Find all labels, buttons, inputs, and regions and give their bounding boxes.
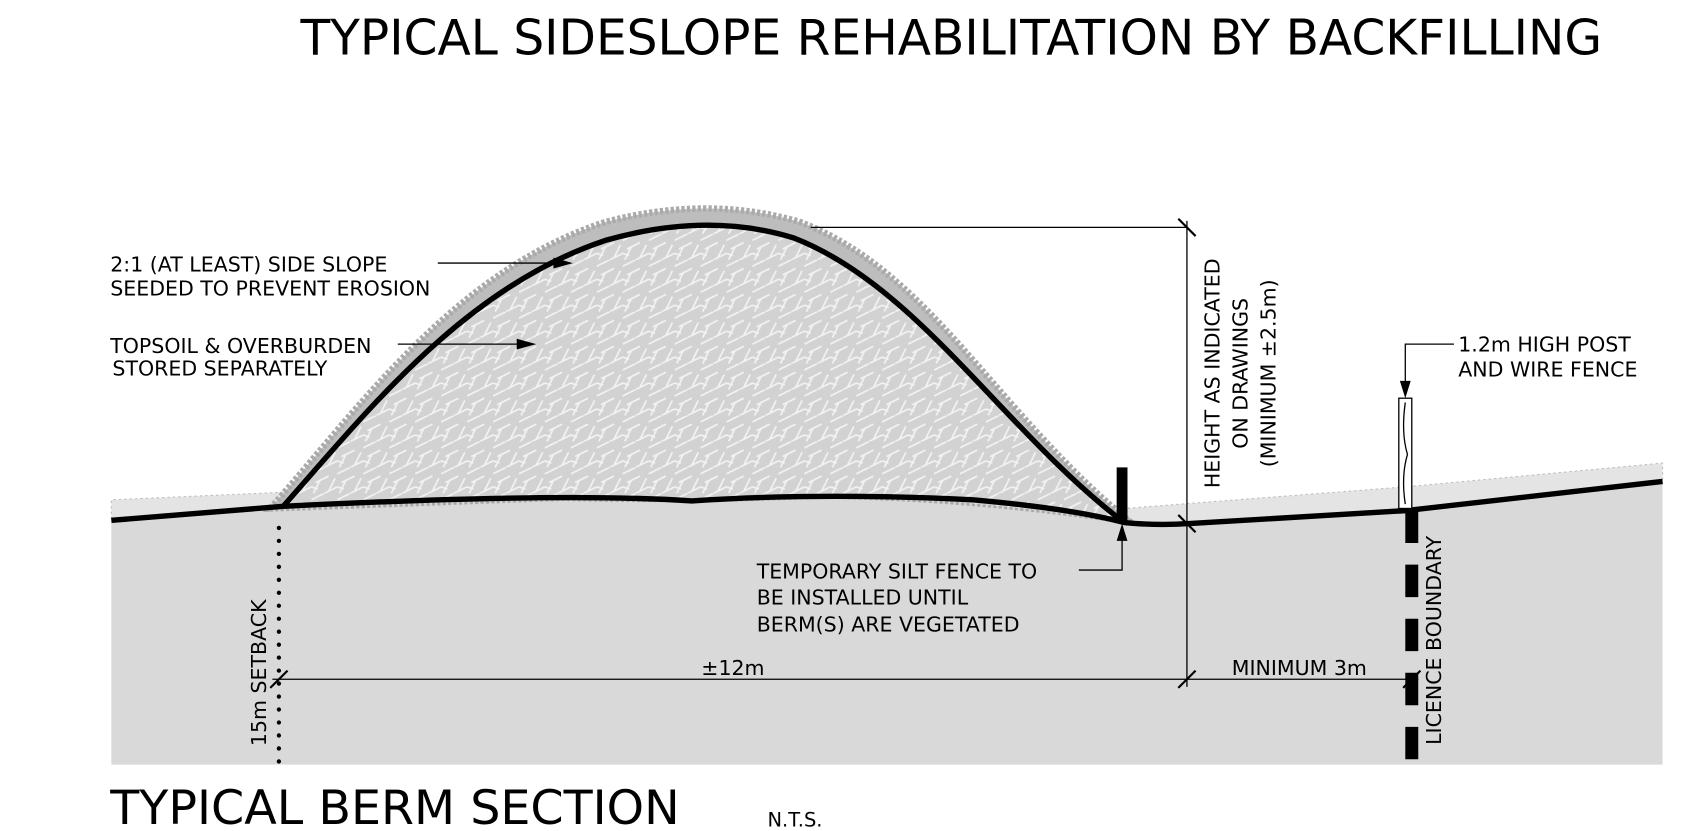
label: MINIMUM 3m xyxy=(1232,656,1367,680)
footer-note: N.T.S. xyxy=(768,808,823,831)
arrow xyxy=(1116,523,1128,541)
leader xyxy=(1078,530,1123,571)
post-grain xyxy=(1402,402,1409,505)
ground-line xyxy=(111,478,1663,528)
berm xyxy=(283,225,1125,523)
label: BERM(S) ARE VEGETATED xyxy=(757,613,1020,637)
label: (MINIMUM ±2.5m) xyxy=(1257,279,1281,467)
berm-outline xyxy=(281,222,1126,525)
leader xyxy=(1404,343,1454,392)
label: ±12m xyxy=(701,656,764,680)
label: TOPSOIL & OVERBURDEN xyxy=(109,334,371,358)
silt-fence xyxy=(1116,467,1128,523)
arrow xyxy=(1399,380,1411,399)
label: TEMPORARY SILT FENCE TO xyxy=(756,560,1037,584)
label: HEIGHT AS INDICATED xyxy=(1200,258,1224,488)
label: AND WIRE FENCE xyxy=(1458,358,1637,382)
label: STORED SEPARATELY xyxy=(112,357,327,381)
label: BE INSTALLED UNTIL xyxy=(757,586,969,610)
footer-title: TYPICAL BERM SECTION xyxy=(109,781,679,831)
label: LICENCE BOUNDARY xyxy=(1422,535,1446,745)
label: SEEDED TO PREVENT EROSION xyxy=(110,277,430,301)
label: 1.2m HIGH POST xyxy=(1458,333,1631,357)
height-label: HEIGHT AS INDICATED ON DRAWINGS (MINIMUM… xyxy=(1200,258,1280,488)
label: ON DRAWINGS xyxy=(1228,298,1252,449)
label: 2:1 (AT LEAST) SIDE SLOPE xyxy=(110,253,387,277)
title: TYPICAL SIDESLOPE REHABILITATION BY BACK… xyxy=(299,10,1602,66)
arrow xyxy=(553,257,573,269)
arrow xyxy=(516,338,537,350)
label: 15m SETBACK xyxy=(247,599,271,746)
fence-post xyxy=(1398,397,1413,510)
ground xyxy=(111,481,1663,765)
dimension-ticks xyxy=(269,217,1422,689)
